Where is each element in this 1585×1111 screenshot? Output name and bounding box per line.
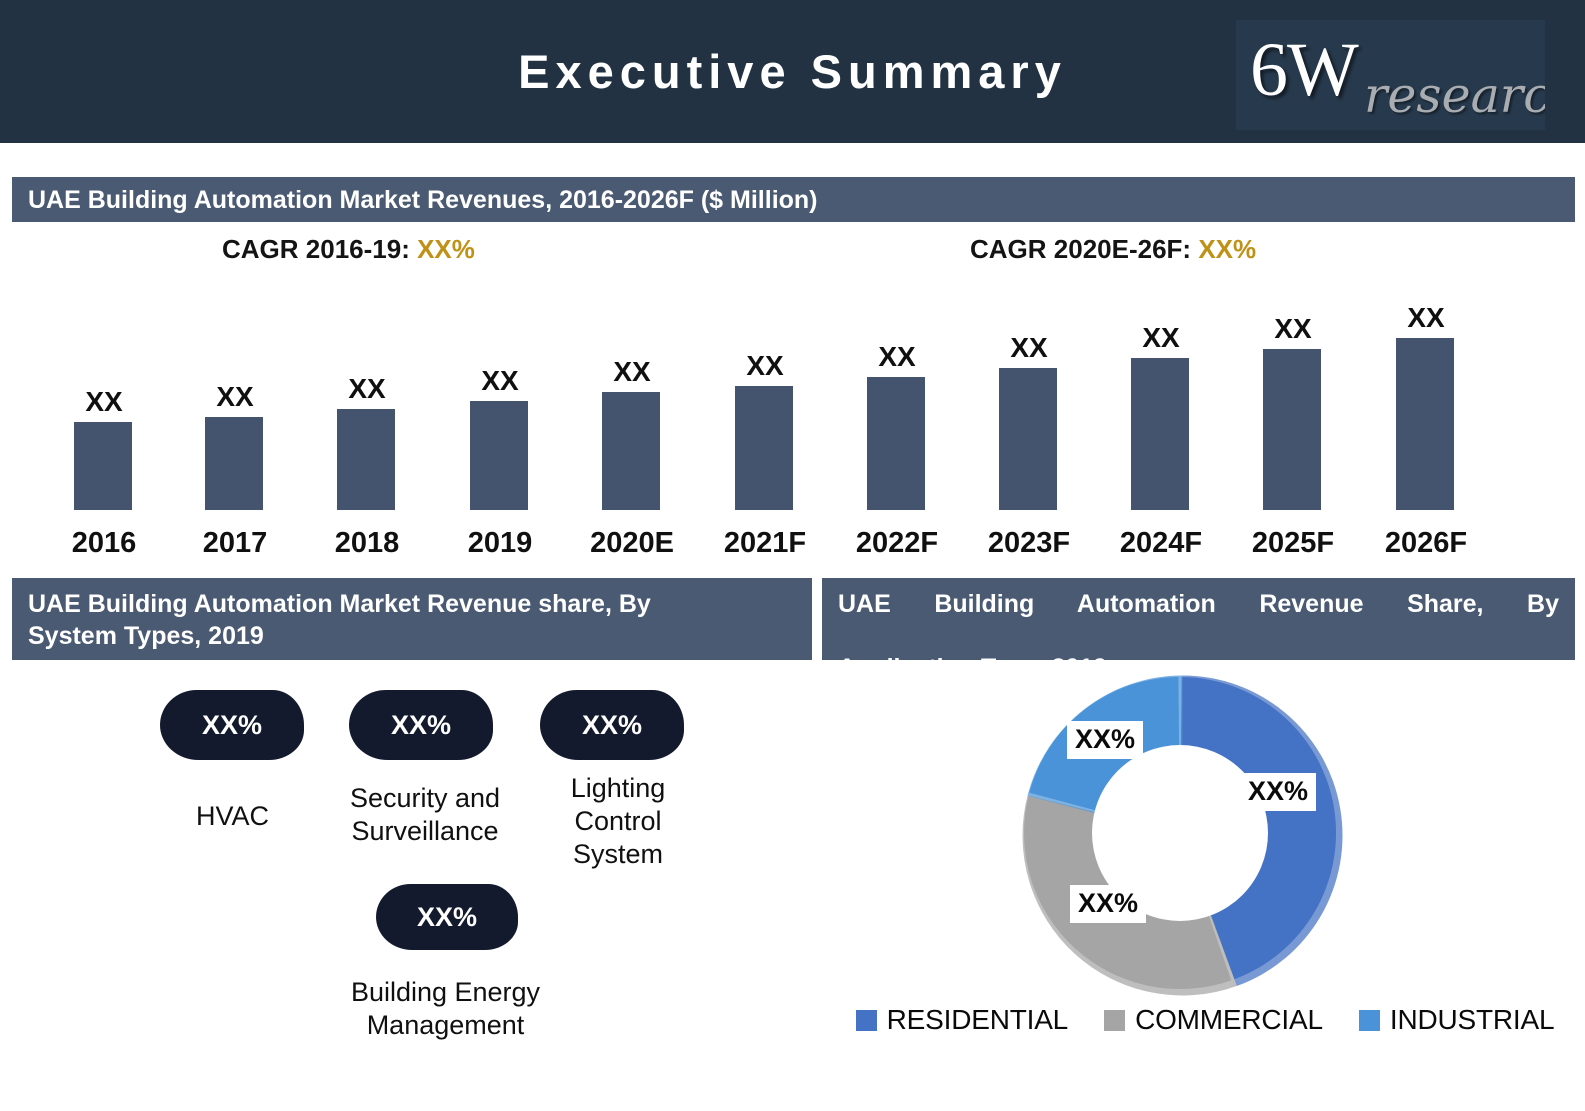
bar-rect (1131, 358, 1189, 510)
bar-column: XX 2019 (440, 280, 560, 570)
bar-column: XX 2024F (1101, 280, 1221, 570)
bar-column: XX 2017 (175, 280, 295, 570)
bar-category-label: 2026F (1384, 527, 1468, 559)
bar-column: XX 2026F (1366, 280, 1486, 570)
legend-item[interactable]: INDUSTRIAL (1358, 1004, 1555, 1036)
donut-slice-value-label: XX% (1240, 773, 1317, 811)
legend-swatch-icon (1358, 1009, 1380, 1031)
bar-category-label: 2023F (987, 527, 1071, 559)
revenue-bar-chart: XX 2016 XX 2017 XX 2018 XX 2019 XX 2020E XX 2021F XX… (0, 280, 1585, 570)
section-title-system-types: UAE Building Automation Market Revenue s… (12, 578, 812, 660)
application-donut-chart: XX% XX% XX% (1015, 668, 1345, 998)
bar-rect (74, 422, 132, 510)
donut-svg (1022, 675, 1343, 996)
system-type-pill: XX% (160, 690, 304, 760)
bar-rect (999, 367, 1057, 510)
legend-label: INDUSTRIAL (1389, 1004, 1555, 1035)
cagr-left-value: XX% (417, 234, 475, 264)
bar-category-label: 2025F (1251, 527, 1335, 559)
application-title-line1: UAE Building Automation Revenue Share, B… (838, 590, 1559, 618)
system-types-title-line1: UAE Building Automation Market Revenue s… (28, 590, 651, 618)
bar-rect (602, 392, 660, 510)
bar-column: XX 2022F (837, 280, 957, 570)
legend-item[interactable]: COMMERCIAL (1104, 1004, 1323, 1036)
bar-value-label: XX (878, 341, 916, 373)
bar-column: XX 2021F (705, 280, 825, 570)
system-type-pill: XX% (349, 690, 493, 760)
bar-column: XX 2020E (572, 280, 692, 570)
bar-rect (205, 416, 263, 510)
cagr-right-value: XX% (1198, 234, 1257, 264)
bar-category-label: 2020E (590, 527, 674, 559)
donut-slice-value-label: XX% (1067, 721, 1144, 759)
bar-category-label: 2017 (202, 527, 268, 559)
cagr-left-label: CAGR 2016-19: (222, 234, 418, 264)
bar-value-label: XX (613, 356, 651, 388)
legend-item[interactable]: RESIDENTIAL (855, 1004, 1069, 1036)
bar-value-label: XX (85, 386, 123, 417)
legend-label: COMMERCIAL (1135, 1004, 1323, 1035)
bar-value-label: XX (1142, 322, 1180, 354)
bar-value-label: XX (1010, 331, 1048, 363)
cagr-2016-19: CAGR 2016-19: XX% (222, 234, 475, 265)
bar-column: XX 2018 (307, 280, 427, 570)
bar-rect (735, 385, 793, 510)
bar-value-label: XX (1407, 302, 1445, 333)
bar-column: XX 2023F (969, 280, 1089, 570)
legend-swatch-icon (1104, 1009, 1126, 1031)
bar-value-label: XX (348, 373, 386, 405)
bar-value-label: XX (746, 349, 784, 381)
page-title: Executive Summary (518, 45, 1067, 98)
bar-category-label: 2019 (467, 527, 533, 559)
system-type-pill: XX% (376, 884, 518, 950)
bar-category-label: 2022F (855, 527, 939, 559)
brand-logo: 6W research (1236, 20, 1545, 130)
donut-slice-value-label: XX% (1070, 885, 1147, 923)
system-type-caption: HVAC (195, 801, 269, 831)
section-title-revenues: UAE Building Automation Market Revenues,… (12, 177, 1575, 222)
bar-value-label: XX (216, 380, 254, 412)
system-type-caption: Building Energy Management (350, 977, 541, 1040)
system-type-pill: XX% (540, 690, 684, 760)
bar-rect (1396, 338, 1454, 510)
bar-rect (337, 409, 395, 510)
legend-swatch-icon (855, 1009, 877, 1031)
bar-value-label: XX (1274, 312, 1312, 344)
bar-category-label: 2018 (334, 527, 400, 559)
bar-category-label: 2021F (723, 527, 807, 559)
section-title-application-type: UAE Building Automation Revenue Share, B… (822, 578, 1575, 682)
page-header: Executive Summary 6W research (0, 0, 1585, 143)
bar-category-label: 2024F (1119, 527, 1203, 559)
system-type-caption: Lighting Control System (570, 773, 666, 869)
bar-value-label: XX (481, 364, 519, 396)
donut-hole (1092, 745, 1268, 921)
bar-rect (867, 377, 925, 510)
cagr-2020e-26f: CAGR 2020E-26F: XX% (970, 234, 1256, 265)
logo-wordmark-text: research (1364, 67, 1545, 124)
bar-column: XX 2025F (1233, 280, 1353, 570)
bar-rect (1263, 348, 1321, 510)
cagr-right-label: CAGR 2020E-26F: (970, 234, 1199, 264)
system-type-caption: Security and Surveillance (349, 783, 501, 846)
donut-legend: RESIDENTIAL COMMERCIAL INDUSTRIAL (855, 1000, 1555, 1040)
logo-mark-text: 6W (1250, 28, 1359, 112)
bar-category-label: 2016 (71, 527, 137, 559)
bar-column: XX 2016 (44, 280, 164, 570)
application-title-line2: Application Type, 2019 (838, 654, 1108, 682)
system-types-title-line2: System Types, 2019 (28, 622, 264, 650)
legend-label: RESIDENTIAL (886, 1004, 1069, 1035)
bar-rect (470, 400, 528, 510)
